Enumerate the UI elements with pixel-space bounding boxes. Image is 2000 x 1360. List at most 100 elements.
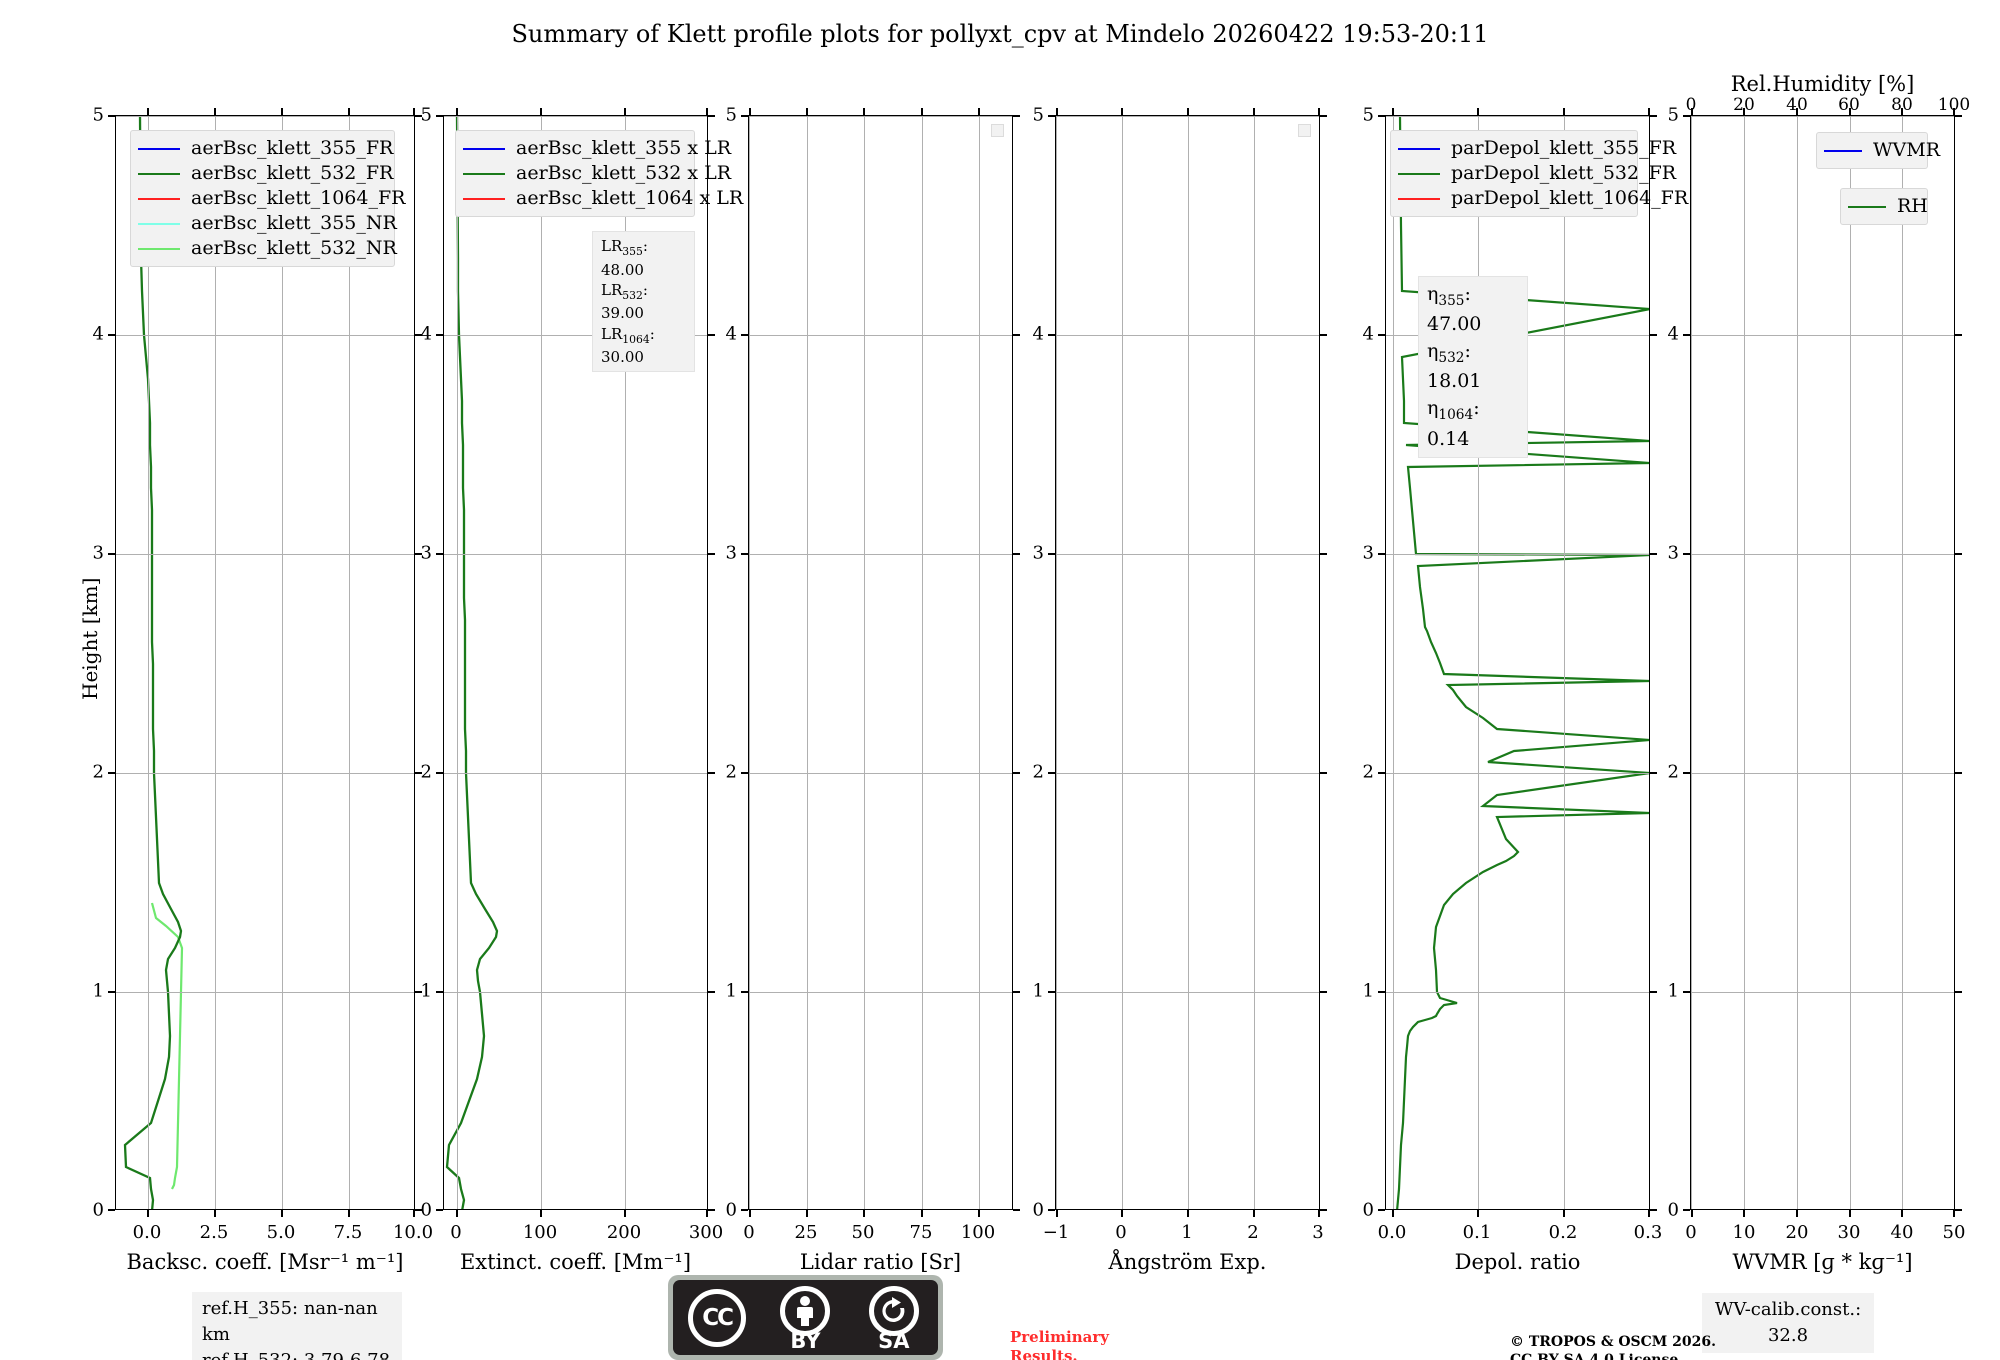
y-tick-4: 4 [1032,323,1044,345]
copyright-note: © TROPOS & OSCM 2026. CC BY SA 4.0 Licen… [1510,1333,1716,1360]
cc-sa-icon: SA [850,1280,938,1355]
x-tick-p2-0: 0 [450,1222,462,1243]
y-tick-2: 2 [1667,761,1679,783]
legend-item[interactable]: aerBsc_klett_532_FR [138,161,393,186]
legend-line-swatch-355fr [138,147,180,150]
legend-line-swatch-532 [463,172,505,175]
empty-legend-marker [1298,124,1311,137]
legend-label: aerBsc_klett_1064_FR [191,187,406,209]
legend-extinction[interactable]: aerBsc_klett_355 x LR aerBsc_klett_532 x… [455,130,743,217]
y-tick-0: 0 [1032,1199,1044,1221]
y-tick-0: 0 [725,1199,737,1221]
x-axis-label-depol: Depol. ratio [1454,1250,1581,1274]
legend-item[interactable]: aerBsc_klett_355_FR [138,136,393,161]
y-tick-4: 4 [725,323,737,345]
rh-tick-0: 0 [1685,95,1697,115]
y-tick-2: 2 [420,761,432,783]
legend-line-swatch-rh [1848,205,1886,208]
legend-rh[interactable]: RH [1840,188,1928,225]
eta-355-row: η355: 47.00 [1427,283,1482,336]
ref-height-footnote: ref.H_355: nan-nan km ref.H_532: 3.79-6.… [192,1292,402,1360]
legend-item[interactable]: aerBsc_klett_355_NR [138,211,397,236]
eta-infobox: η355: 47.00 η532: 18.01 η1064: 0.14 [1418,276,1528,458]
eta-532-row: η532: 18.01 [1427,340,1482,393]
legend-label: parDepol_klett_355_FR [1451,137,1677,159]
legend-item[interactable]: aerBsc_klett_355 x LR [463,136,731,161]
legend-item[interactable]: parDepol_klett_1064_FR [1398,186,1688,211]
y-tick-5: 5 [1362,104,1374,126]
ref-h-355: ref.H_355: nan-nan km [202,1298,378,1346]
y-tick-1: 1 [1032,980,1044,1002]
x-tick-p4-2: 1 [1181,1222,1193,1243]
x-tick-p4-3: 2 [1247,1222,1259,1243]
preliminary-line-1: Preliminary [1010,1328,1109,1346]
y-tick-3: 3 [725,542,737,564]
plot-area-backscatter [115,115,415,1210]
legend-item[interactable]: parDepol_klett_355_FR [1398,136,1676,161]
legend-line-swatch-532fr [138,172,180,175]
y-tick-3: 3 [92,542,104,564]
y-tick-4: 4 [1362,323,1374,345]
ref-h-532: ref.H_532: 3.79-6.78 km [202,1348,392,1360]
legend-line-swatch-532 [1398,172,1440,175]
x-tick-p6-1: 10 [1732,1222,1756,1243]
x-axis-label-extinction: Extinct. coeff. [Mm⁻¹] [459,1250,692,1274]
x-tick-p5-2: 0.2 [1548,1222,1578,1243]
wv-calib-footnote: WV-calib.const.: 32.8 [1702,1293,1874,1354]
legend-item[interactable]: RH [1848,194,1928,219]
cc-by-label: BY [790,1329,821,1353]
y-tick-2: 2 [1032,761,1044,783]
depol-curves [1396,116,1649,1209]
legend-item[interactable]: parDepol_klett_532_FR [1398,161,1676,186]
y-tick-3: 3 [1032,542,1044,564]
extinction-curves [445,116,499,1209]
legend-backscatter[interactable]: aerBsc_klett_355_FR aerBsc_klett_532_FR … [130,130,405,267]
y-tick-5: 5 [1032,104,1044,126]
x-tick-p6-3: 30 [1837,1222,1861,1243]
lr-1064-row: LR1064: 30.00 [601,324,655,367]
legend-label: aerBsc_klett_532 x LR [516,162,732,184]
legend-line-swatch-wvmr [1824,149,1862,152]
y-tick-0: 0 [92,1199,104,1221]
cc-sa-label: SA [878,1329,910,1353]
legend-label: parDepol_klett_532_FR [1451,162,1677,184]
y-tick-5: 5 [1667,104,1679,126]
x-tick-p4-0: −1 [1042,1222,1070,1243]
legend-item[interactable]: WVMR [1824,138,1940,163]
backscatter-curves [123,116,184,1209]
legend-item[interactable]: aerBsc_klett_1064_FR [138,186,405,211]
x-tick-p5-0: 0.0 [1377,1222,1407,1243]
legend-label: WVMR [1873,139,1941,161]
x-tick-p6-4: 40 [1890,1222,1914,1243]
x-tick-p2-2: 200 [606,1222,642,1243]
x-tick-p2-1: 100 [522,1222,558,1243]
x-tick-p3-3: 75 [909,1222,933,1243]
y-tick-1: 1 [725,980,737,1002]
cc-icon: CC [673,1280,761,1355]
legend-line-swatch-1064 [463,197,505,200]
legend-label: RH [1897,195,1928,217]
legend-label: aerBsc_klett_355 x LR [516,137,732,159]
x-tick-p1-3: 7.5 [333,1222,363,1243]
plot-area-angstrom [1055,115,1320,1210]
legend-label: aerBsc_klett_1064 x LR [516,187,744,209]
x-tick-p5-3: 0.3 [1633,1222,1663,1243]
lr-355-row: LR355: 48.00 [601,237,648,279]
y-tick-0: 0 [420,1199,432,1221]
legend-item[interactable]: aerBsc_klett_1064 x LR [463,186,743,211]
cc-by-sa-badge[interactable]: CC BY SA [668,1275,943,1360]
y-tick-2: 2 [92,761,104,783]
y-tick-2: 2 [1362,761,1374,783]
legend-label: aerBsc_klett_355_NR [191,212,397,234]
y-tick-4: 4 [420,323,432,345]
x-tick-p3-2: 50 [851,1222,875,1243]
legend-wvmr[interactable]: WVMR [1816,132,1940,169]
legend-depol-ratio[interactable]: parDepol_klett_355_FR parDepol_klett_532… [1390,130,1688,217]
x-axis-label-wvmr: WVMR [ɡ * kɡ⁻¹] [1732,1250,1913,1274]
y-tick-4: 4 [92,323,104,345]
legend-item[interactable]: aerBsc_klett_532_NR [138,236,397,261]
legend-item[interactable]: aerBsc_klett_532 x LR [463,161,731,186]
copyright-line-2: CC BY SA 4.0 License. [1510,1351,1716,1360]
x-tick-p6-0: 0 [1685,1222,1697,1243]
page-title: Summary of Klett profile plots for polly… [511,20,1489,48]
